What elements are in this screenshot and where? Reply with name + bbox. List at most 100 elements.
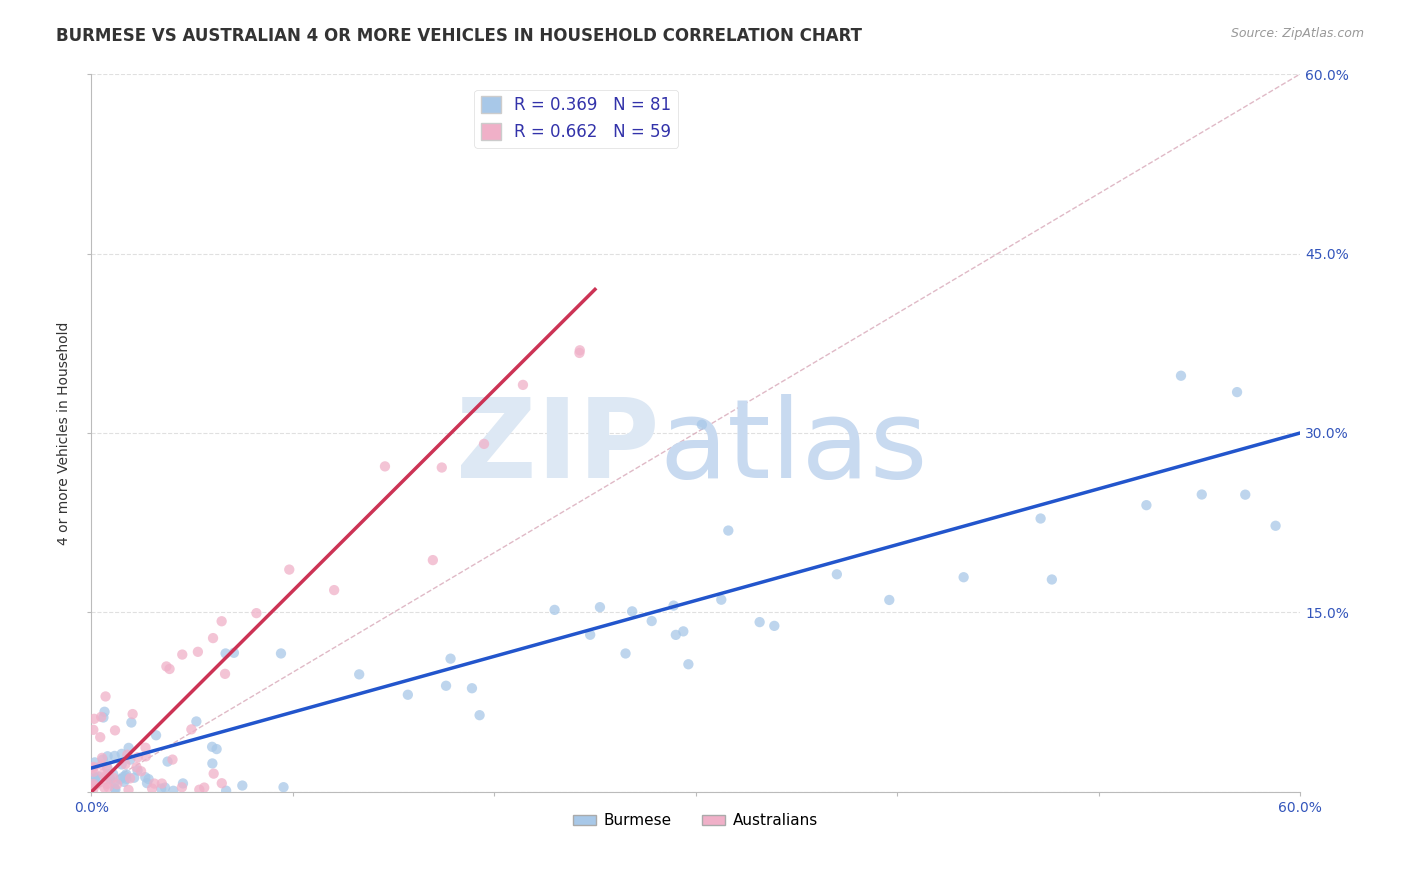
Point [91,751,114,765]
Point [434,679,457,693]
Point [83,781,105,796]
Point [122,771,145,785]
Point [461,681,484,696]
Point [186,714,208,729]
Point [170,780,193,795]
Point [1029,511,1052,525]
Point [82,723,104,737]
Text: atlas: atlas [659,394,928,500]
Legend: Burmese, Australians: Burmese, Australians [567,807,824,835]
Point [127,750,149,764]
Point [93,705,115,719]
Point [172,648,194,662]
Y-axis label: 4 or more Vehicles in Household: 4 or more Vehicles in Household [58,321,72,545]
Point [231,779,253,793]
Point [117,740,139,755]
Point [125,760,148,774]
Point [472,437,495,451]
Point [468,708,491,723]
Point [159,662,181,676]
Point [347,667,370,681]
Point [105,777,128,791]
Point [201,739,224,754]
Point [90,710,112,724]
Point [245,606,267,620]
Point [103,767,125,781]
Point [141,781,163,796]
Point [205,742,228,756]
Point [145,728,167,742]
Point [111,747,134,761]
Point [112,775,135,789]
Point [1234,488,1257,502]
Point [156,755,179,769]
Point [568,343,591,358]
Point [93,780,115,795]
Point [662,599,685,613]
Point [134,770,156,784]
Point [134,740,156,755]
Point [1040,573,1063,587]
Point [763,619,786,633]
Point [614,647,637,661]
Point [138,772,160,786]
Point [83,764,105,779]
Point [278,563,301,577]
Point [114,757,136,772]
Point [136,776,159,790]
Point [90,758,112,772]
Point [201,756,224,771]
Point [112,770,135,784]
Point [135,749,157,764]
Point [211,776,233,790]
Point [193,780,215,795]
Point [104,748,127,763]
Point [589,600,612,615]
Point [127,764,149,778]
Point [120,753,142,767]
Point [115,767,138,781]
Point [1135,498,1157,512]
Point [150,776,173,790]
Point [87,770,110,784]
Point [211,614,233,628]
Point [104,723,127,738]
Point [104,781,127,796]
Point [641,614,664,628]
Point [117,782,139,797]
Point [83,712,105,726]
Point [273,780,295,795]
Point [717,524,740,538]
Point [439,651,461,665]
Point [678,657,700,672]
Point [579,628,602,642]
Point [103,771,125,785]
Point [97,749,120,764]
Point [91,753,114,767]
Point [96,761,118,775]
Point [97,767,120,781]
Point [117,747,139,762]
Point [143,776,166,790]
Point [202,766,225,780]
Point [543,603,565,617]
Point [82,760,104,774]
Point [82,776,104,790]
Point [96,761,118,775]
Point [180,723,202,737]
Point [568,346,591,360]
Point [162,784,184,798]
Point [665,628,688,642]
Point [89,730,111,744]
Point [155,659,177,673]
Point [188,782,211,797]
Point [84,772,107,786]
Point [91,767,114,781]
Point [215,783,238,797]
Point [103,775,125,789]
Point [1264,518,1286,533]
Point [129,764,152,779]
Point [150,781,173,796]
Point [214,666,236,681]
Point [82,761,104,775]
